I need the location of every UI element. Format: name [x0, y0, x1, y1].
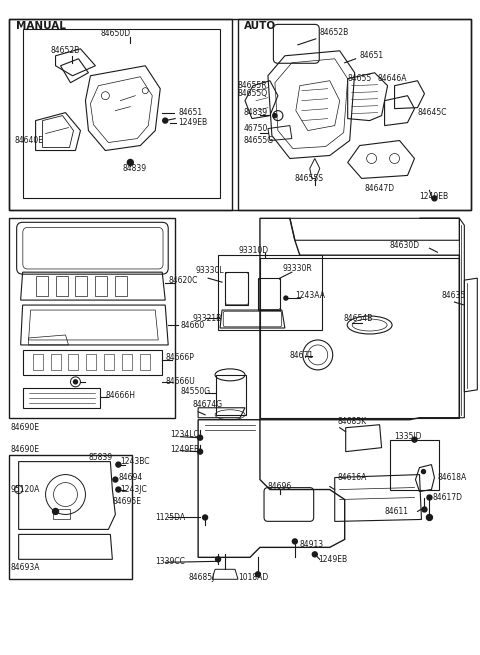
- Text: 1335JD: 1335JD: [395, 432, 422, 441]
- Circle shape: [426, 514, 432, 521]
- Text: 1249EB: 1249EB: [420, 192, 449, 201]
- Text: 84635: 84635: [442, 291, 466, 299]
- Text: 84651: 84651: [360, 51, 384, 60]
- Text: 84839: 84839: [244, 108, 268, 117]
- Text: MANUAL: MANUAL: [16, 21, 66, 31]
- Text: 1339CC: 1339CC: [155, 557, 185, 566]
- Text: 84630D: 84630D: [390, 241, 420, 250]
- Circle shape: [312, 552, 317, 557]
- Circle shape: [273, 113, 277, 118]
- Text: 1234LC: 1234LC: [170, 430, 199, 440]
- Text: 84913: 84913: [300, 540, 324, 549]
- Text: 84646A: 84646A: [378, 74, 407, 83]
- Text: 84650D: 84650D: [100, 29, 131, 39]
- Circle shape: [198, 435, 203, 440]
- Circle shape: [292, 539, 297, 544]
- Circle shape: [284, 296, 288, 300]
- Text: 46750: 46750: [244, 124, 268, 133]
- Circle shape: [113, 477, 118, 482]
- Text: 84655S: 84655S: [295, 174, 324, 183]
- Text: 84618A: 84618A: [437, 473, 467, 482]
- Text: 1249EB: 1249EB: [170, 445, 199, 454]
- Text: 84550G: 84550G: [180, 387, 210, 396]
- Text: 84620C: 84620C: [168, 276, 198, 285]
- Text: 84640E: 84640E: [15, 136, 44, 145]
- Text: 84617D: 84617D: [432, 493, 462, 502]
- Circle shape: [73, 380, 77, 384]
- Text: 84839: 84839: [122, 164, 146, 173]
- Text: 84674G: 84674G: [192, 400, 222, 409]
- Text: 84694: 84694: [119, 473, 143, 482]
- Text: 1125DA: 1125DA: [155, 513, 185, 522]
- Circle shape: [427, 495, 432, 500]
- Text: 84652B: 84652B: [320, 28, 349, 37]
- Text: 93310D: 93310D: [238, 246, 268, 255]
- Text: 84666H: 84666H: [106, 391, 135, 400]
- Text: 84666U: 84666U: [165, 377, 195, 386]
- Text: 84611: 84611: [384, 507, 408, 516]
- Circle shape: [255, 572, 261, 577]
- Text: 1249EB: 1249EB: [318, 555, 347, 564]
- Text: 84655Q: 84655Q: [237, 89, 267, 98]
- Text: 84690E: 84690E: [11, 423, 40, 432]
- Text: 84685J: 84685J: [188, 572, 215, 582]
- Text: 93321B: 93321B: [192, 314, 221, 322]
- Circle shape: [127, 159, 133, 166]
- Text: 84666P: 84666P: [165, 354, 194, 362]
- Text: 84671: 84671: [290, 352, 314, 360]
- Circle shape: [52, 508, 59, 514]
- Text: 84695E: 84695E: [112, 497, 142, 506]
- Text: 84651: 84651: [178, 108, 202, 117]
- Circle shape: [422, 507, 427, 512]
- Circle shape: [116, 462, 121, 467]
- Text: 85839: 85839: [88, 453, 113, 462]
- Circle shape: [412, 437, 417, 442]
- Circle shape: [116, 487, 121, 492]
- Circle shape: [216, 557, 220, 562]
- Circle shape: [198, 449, 203, 454]
- Text: 93330L: 93330L: [195, 266, 224, 274]
- Text: 1018AD: 1018AD: [238, 572, 268, 582]
- Text: AUTO: AUTO: [244, 21, 276, 31]
- Text: 84645C: 84645C: [418, 108, 447, 117]
- Text: 95120A: 95120A: [11, 485, 40, 494]
- Circle shape: [432, 196, 437, 201]
- Text: 1249EB: 1249EB: [178, 118, 207, 127]
- Text: 84652B: 84652B: [50, 47, 80, 55]
- Text: 1243BC: 1243BC: [120, 457, 150, 466]
- Text: 1243AA: 1243AA: [295, 291, 325, 299]
- Text: 84654B: 84654B: [344, 314, 373, 322]
- Circle shape: [203, 515, 207, 520]
- Text: 84685K: 84685K: [338, 417, 367, 426]
- Text: 84690E: 84690E: [11, 445, 40, 454]
- Text: 84647D: 84647D: [365, 184, 395, 193]
- Text: 84616A: 84616A: [338, 473, 367, 482]
- Text: 84655: 84655: [348, 74, 372, 83]
- Text: 84660: 84660: [180, 320, 204, 329]
- Text: 84696: 84696: [268, 482, 292, 491]
- Text: 1243JC: 1243JC: [120, 485, 147, 494]
- Text: 84655R: 84655R: [237, 81, 266, 90]
- Text: 84693A: 84693A: [11, 563, 40, 572]
- Circle shape: [163, 118, 168, 123]
- Circle shape: [421, 470, 425, 474]
- Text: 93330R: 93330R: [283, 264, 312, 272]
- Text: 84655G: 84655G: [244, 136, 274, 145]
